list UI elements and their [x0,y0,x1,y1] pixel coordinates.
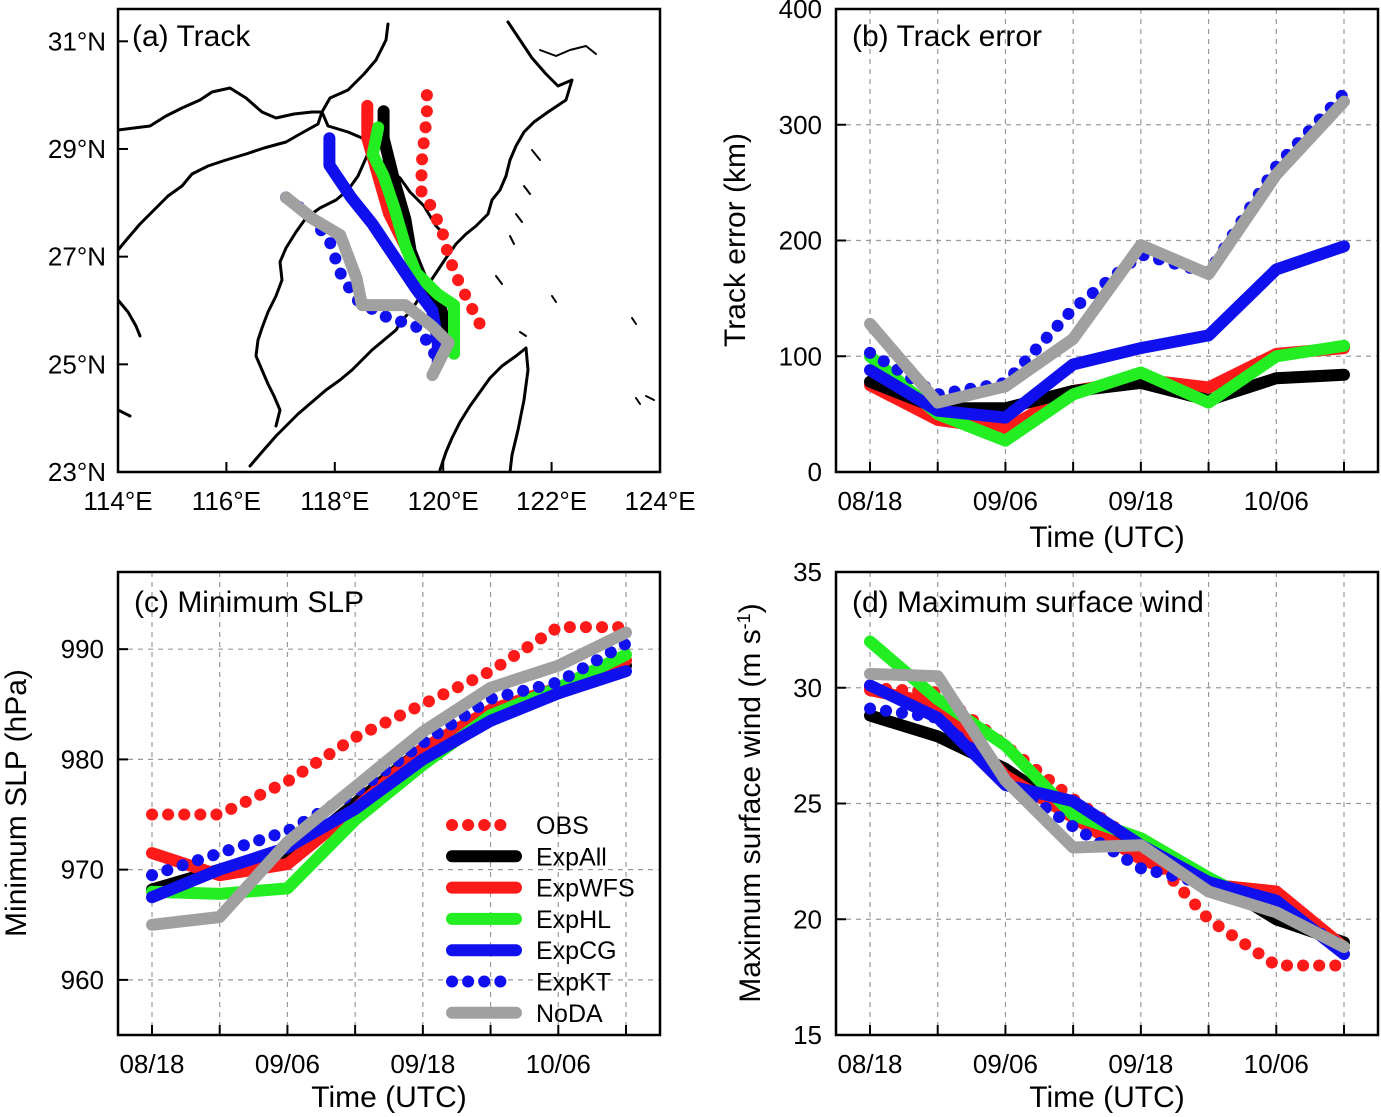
series-noda [146,626,632,931]
plot-frame [116,570,662,1037]
grid [118,572,660,1035]
track-plot [280,89,488,382]
panel-title: (a) Track [132,20,251,53]
series-expcg [864,240,1350,424]
x-tick-label: 09/06 [973,486,1038,516]
y-tick-label: 23°N [48,457,106,487]
y-tick-label: 15 [793,1020,822,1050]
y-tick-label: 25 [793,789,822,819]
y-tick-label: 960 [61,965,104,995]
legend-label-obs: OBS [536,812,589,840]
x-tick-label: 116°E [192,486,261,516]
y-axis-label-superscript: -1 [734,613,754,629]
x-tick-label: 114°E [83,486,152,516]
x-tick-label: 08/18 [119,1049,184,1079]
line-plot [146,621,632,931]
y-tick-label: 200 [779,226,822,256]
series-expkt [146,637,632,882]
x-axis-label: Time (UTC) [1029,1081,1185,1114]
x-tick-label: 09/18 [390,1049,455,1079]
x-tick-label: 09/06 [255,1049,320,1079]
panel-d-maximum-surface-wind: 08/18 09/06 09/18 10/06 15 20 25 30 35 (d) Maxim… [734,557,1380,1114]
legend-label-exphl: ExpHL [536,906,611,934]
y-axis-label-main: Maximum surface wind (m s [734,629,767,1002]
series-noda [864,667,1350,953]
x-axis-label: Time (UTC) [1029,521,1185,554]
x-tick-label: 09/18 [1108,486,1173,516]
y-tick-label: 970 [61,855,104,885]
series-exphl [864,339,1350,447]
y-tick-label: 20 [793,904,822,934]
panel-title: (c) Minimum SLP [134,586,364,619]
legend-label-expall: ExpAll [536,843,607,871]
series-noda [864,95,1350,409]
y-axis-label: Minimum SLP (hPa) [0,669,33,937]
x-tick-label: 08/18 [837,486,902,516]
y-tick-label: 300 [779,110,822,140]
x-tick-label: 09/18 [1108,1049,1173,1079]
panel-b-track-error: 08/18 09/06 09/18 10/06 0 100 200 300 400 (b) Tr… [719,0,1380,554]
y-axis-label: Maximum surface wind (m s-1) [734,603,767,1002]
x-tick-label: 08/18 [837,1049,902,1079]
x-tick-label: 09/06 [973,1049,1038,1079]
y-tick-label: 100 [779,341,822,371]
y-tick-label: 25°N [48,349,106,379]
axes: 08/18 09/06 09/18 10/06 960 970 980 990 [61,634,627,1079]
panel-c-minimum-slp: 08/18 09/06 09/18 10/06 960 970 980 990 (c) Min… [0,570,662,1114]
legend-label-expcg: ExpCG [536,937,617,965]
y-tick-label: 30 [793,673,822,703]
track-obs [415,89,488,333]
x-tick-label: 122°E [516,486,587,516]
y-tick-label: 27°N [48,242,106,272]
panel-title: (b) Track error [852,20,1042,53]
grid [836,572,1378,1035]
legend-label-noda: NoDA [536,1000,603,1028]
series-expcg [146,665,632,904]
track-noda [280,191,455,382]
legend-label-expkt: ExpKT [536,969,611,997]
x-tick-label: 10/06 [1244,1049,1309,1079]
y-tick-label: 980 [61,744,104,774]
y-axis-label: Track error (km) [719,133,752,347]
y-tick-label: 35 [793,557,822,587]
legend: OBS ExpAll ExpWFS ExpHL ExpCG ExpKT NoDA [446,812,635,1028]
x-tick-label: 118°E [300,486,369,516]
panel-a-track-map: 114°E 116°E 118°E 120°E 122°E 124°E 23°N 25°N 27… [48,7,696,516]
axes: 08/18 09/06 09/18 10/06 0 100 200 300 400 [779,0,1345,516]
plot-frame [116,7,662,474]
legend-label-expwfs: ExpWFS [536,875,635,903]
x-axis-label: Time (UTC) [311,1081,467,1114]
y-tick-label: 990 [61,634,104,664]
panel-title: (d) Maximum surface wind [852,586,1204,619]
x-tick-label: 120°E [408,486,479,516]
series-expwfs [864,684,1350,953]
axes: 114°E 116°E 118°E 120°E 122°E 124°E 23°N 25°N 27… [48,26,696,516]
y-tick-label: 29°N [48,134,106,164]
y-tick-label: 31°N [48,26,106,56]
x-tick-label: 10/06 [1244,486,1309,516]
axes: 08/18 09/06 09/18 10/06 15 20 25 30 35 [793,557,1345,1079]
x-tick-label: 10/06 [526,1049,591,1079]
line-plot [864,635,1350,972]
series-obs [146,621,632,821]
line-plot [864,87,1350,447]
track-exphl [366,121,460,360]
x-tick-label: 124°E [624,486,695,516]
y-tick-label: 0 [808,457,822,487]
y-tick-label: 400 [779,0,822,24]
y-axis-label-end: ) [734,603,767,613]
